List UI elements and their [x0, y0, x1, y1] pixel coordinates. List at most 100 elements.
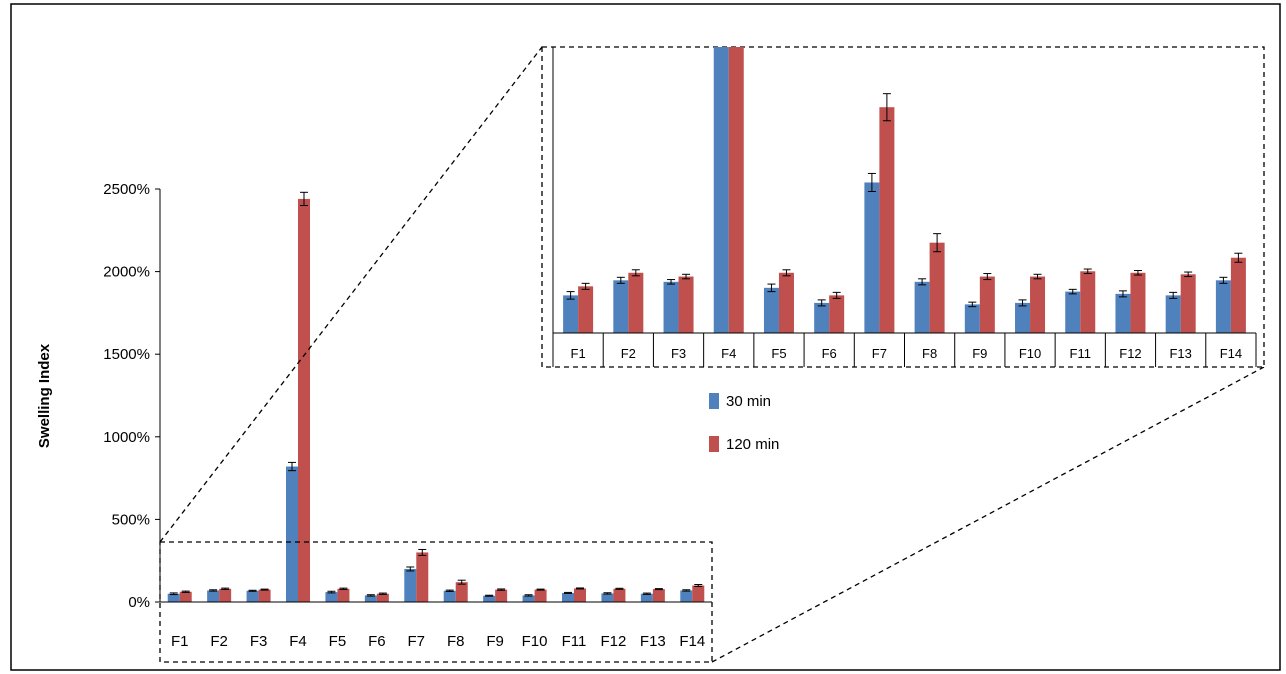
inset-bar-120-min-f3 [678, 276, 694, 333]
legend-swatch-30-min [709, 393, 719, 409]
inset-bar-120-min-f14 [1230, 257, 1246, 333]
main-y-tick-label: 2000% [103, 264, 150, 281]
inset-x-tick-label-f1: F1 [571, 346, 586, 361]
inset-bar-120-min-f7 [879, 107, 895, 333]
inset-bar-30-min-f4 [713, 47, 729, 333]
inset-bar-120-min-f4 [728, 47, 744, 333]
main-bar-120-min-f5 [337, 588, 350, 602]
main-x-tick-label-f6: F6 [368, 633, 386, 650]
legend: 30 min 120 min [709, 393, 779, 453]
main-x-tick-label-f10: F10 [522, 633, 548, 650]
inset-bar-120-min-f9 [979, 276, 995, 333]
main-bar-120-min-f1 [179, 591, 192, 602]
inset-bar-30-min-f7 [864, 182, 880, 333]
main-y-tick-label: 1000% [103, 429, 150, 446]
inset-x-tick-label-f14: F14 [1220, 346, 1242, 361]
zoom-source-box [159, 541, 713, 663]
main-x-tick-labels: F1 F2 F3 F4 F5 F6 F7 F8 F9 F10 F11 F12 F13 F14 [171, 633, 705, 650]
inset-bar-120-min-f13 [1180, 274, 1196, 333]
inset-x-tick-labels: F1 F2 F3 F4 F5 F6 F7 F8 F9 F10 F11 F12 F13 F14 [552, 333, 1257, 367]
main-bar-30-min-f3 [246, 590, 259, 602]
main-x-tick-label-f3: F3 [250, 633, 268, 650]
inset-bar-30-min-f5 [763, 287, 779, 333]
main-x-tick-label-f2: F2 [210, 633, 228, 650]
inset-bar-120-min-f2 [628, 272, 644, 333]
main-bar-120-min-f2 [219, 588, 232, 602]
main-bar-30-min-f5 [325, 592, 338, 602]
inset-bar-30-min-f12 [1115, 293, 1131, 333]
inset-bar-30-min-f1 [563, 295, 579, 333]
inset-bar-30-min-f9 [964, 304, 980, 333]
zoom-inset-box [541, 46, 1265, 368]
inset-bar-120-min-f1 [578, 286, 594, 333]
main-x-tick-label-f1: F1 [171, 633, 189, 650]
legend-swatch-120-min [709, 436, 719, 452]
main-y-tick-label: 1500% [103, 346, 150, 363]
inset-bars [563, 47, 1246, 333]
legend-label-30-min: 30 min [726, 393, 771, 410]
main-bar-30-min-f11 [562, 592, 574, 602]
main-bar-120-min-f13 [652, 589, 665, 602]
main-bar-120-min-f12 [613, 588, 626, 602]
inset-x-tick-label-f11: F11 [1070, 346, 1091, 361]
legend-label-120-min: 120 min [726, 436, 779, 453]
inset-x-tick-label-f10: F10 [1019, 346, 1041, 361]
main-bar-120-min-f10 [534, 589, 547, 602]
inset-x-tick-label-f4: F4 [721, 346, 736, 361]
main-bar-30-min-f8 [443, 590, 456, 602]
main-bar-30-min-f6 [364, 595, 377, 602]
inset-x-tick-label-f12: F12 [1119, 346, 1141, 361]
inset-x-tick-label-f13: F13 [1169, 346, 1191, 361]
inset-x-tick-label-f2: F2 [621, 346, 636, 361]
inset-bar-120-min-f10 [1030, 276, 1046, 333]
inset-bar-120-min-f5 [778, 272, 794, 333]
zoom-guides [159, 46, 1265, 663]
inset-x-tick-label-f3: F3 [671, 346, 686, 361]
main-bar-30-min-f13 [640, 593, 653, 602]
main-bar-120-min-f11 [574, 588, 586, 602]
inset-x-tick-label-f6: F6 [822, 346, 837, 361]
inset-bar-120-min-f6 [829, 295, 845, 333]
main-bar-30-min-f12 [601, 593, 614, 602]
main-x-tick-label-f4: F4 [289, 633, 307, 650]
main-y-tick-label: 500% [112, 511, 150, 528]
main-bar-30-min-f14 [680, 590, 693, 602]
main-x-tick-label-f14: F14 [679, 633, 705, 650]
inset-bar-30-min-f11 [1065, 291, 1081, 333]
inset-x-tick-label-f8: F8 [922, 346, 937, 361]
inset-bar-30-min-f3 [663, 281, 679, 333]
inset-bar-120-min-f11 [1080, 271, 1096, 333]
main-bar-120-min-f4 [298, 198, 310, 603]
main-bar-30-min-f10 [522, 595, 535, 602]
main-bar-30-min-f1 [167, 593, 180, 602]
main-y-tick-label: 0% [128, 594, 150, 611]
inset-bar-30-min-f10 [1015, 302, 1031, 333]
inset-bar-120-min-f12 [1130, 272, 1146, 333]
main-x-tick-label-f12: F12 [600, 633, 626, 650]
main-bar-120-min-f9 [495, 589, 508, 602]
zoom-inset-chart: F1 F2 F3 F4 F5 F6 F7 F8 F9 F10 F11 F12 F13 F14 [541, 46, 1265, 368]
main-bar-120-min-f6 [376, 593, 389, 602]
inset-bar-30-min-f2 [613, 280, 629, 333]
main-bar-30-min-f2 [207, 590, 220, 602]
main-chart: 0%500%1000%1500%2000%2500% F1 F2 F3 F4 F5 F6 F… [36, 181, 712, 650]
y-axis-title: Swelling Index [36, 343, 53, 448]
main-x-tick-label-f13: F13 [640, 633, 666, 650]
main-x-tick-label-f9: F9 [486, 633, 504, 650]
inset-bar-30-min-f13 [1165, 295, 1181, 333]
main-x-tick-label-f11: F11 [562, 633, 587, 650]
main-bar-120-min-f7 [416, 552, 429, 602]
main-x-tick-label-f8: F8 [447, 633, 465, 650]
main-bar-30-min-f4 [286, 466, 298, 602]
main-bar-30-min-f7 [404, 568, 417, 602]
main-x-tick-label-f5: F5 [329, 633, 347, 650]
inset-x-tick-label-f9: F9 [972, 346, 987, 361]
main-y-ticks: 0% 500% 1000% 1500% 2000% 2500% [103, 181, 160, 611]
main-bar-120-min-f14 [692, 585, 705, 602]
inset-bar-30-min-f14 [1215, 280, 1231, 333]
main-x-tick-label-f7: F7 [408, 633, 426, 650]
inset-bar-30-min-f8 [914, 281, 930, 333]
inset-x-tick-label-f7: F7 [872, 346, 887, 361]
main-y-tick-label: 2500% [103, 181, 150, 198]
